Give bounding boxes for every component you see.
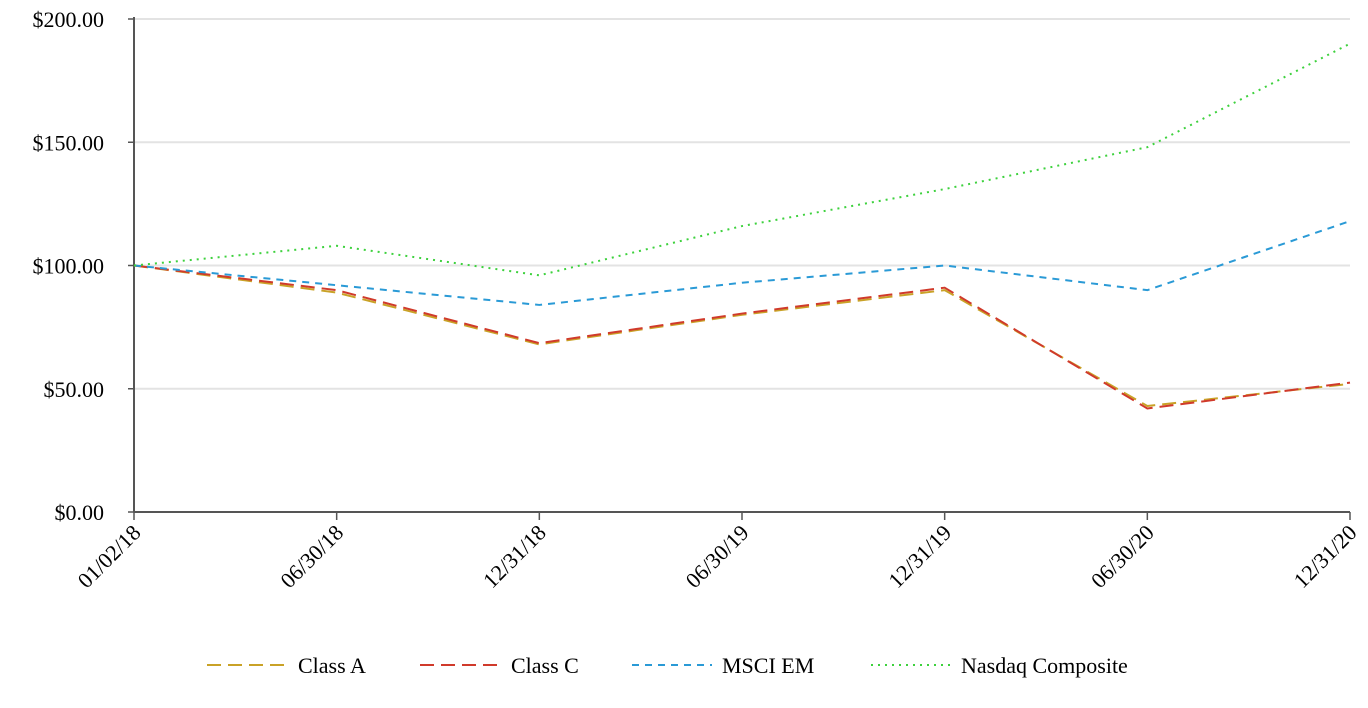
y-tick-label: $150.00 <box>33 130 105 155</box>
series-line <box>133 42 1351 277</box>
axes <box>128 17 1351 520</box>
x-tick-labels: 01/02/18 06/30/18 12/31/18 06/30/19 12/31/19… <box>73 520 1362 593</box>
x-tick-label: 12/31/20 <box>1289 520 1362 593</box>
y-tick-labels: $0.00 $50.00 $100.00 $150.00 $200.00 <box>33 7 105 525</box>
series-lines <box>133 42 1351 410</box>
legend-label: Class A <box>298 653 366 678</box>
legend: Class A Class C MSCI EM Nasdaq Composite <box>207 653 1128 678</box>
y-tick-label: $0.00 <box>55 500 105 525</box>
x-tick-label: 12/31/19 <box>883 520 956 593</box>
y-tick-label: $100.00 <box>33 254 105 279</box>
x-tick-label: 12/31/18 <box>478 520 551 593</box>
legend-label: Nasdaq Composite <box>961 653 1128 678</box>
series-line <box>133 264 1351 408</box>
legend-label: Class C <box>511 653 579 678</box>
x-tick-label: 01/02/18 <box>73 520 146 593</box>
series-line <box>133 264 1351 410</box>
legend-label: MSCI EM <box>722 653 814 678</box>
x-tick-label: 06/30/20 <box>1086 520 1159 593</box>
series-line <box>133 220 1351 306</box>
y-tick-label: $50.00 <box>44 377 105 402</box>
x-tick-label: 06/30/18 <box>275 520 348 593</box>
grid-lines <box>134 18 1350 390</box>
x-tick-label: 06/30/19 <box>681 520 754 593</box>
y-tick-label: $200.00 <box>33 7 105 32</box>
